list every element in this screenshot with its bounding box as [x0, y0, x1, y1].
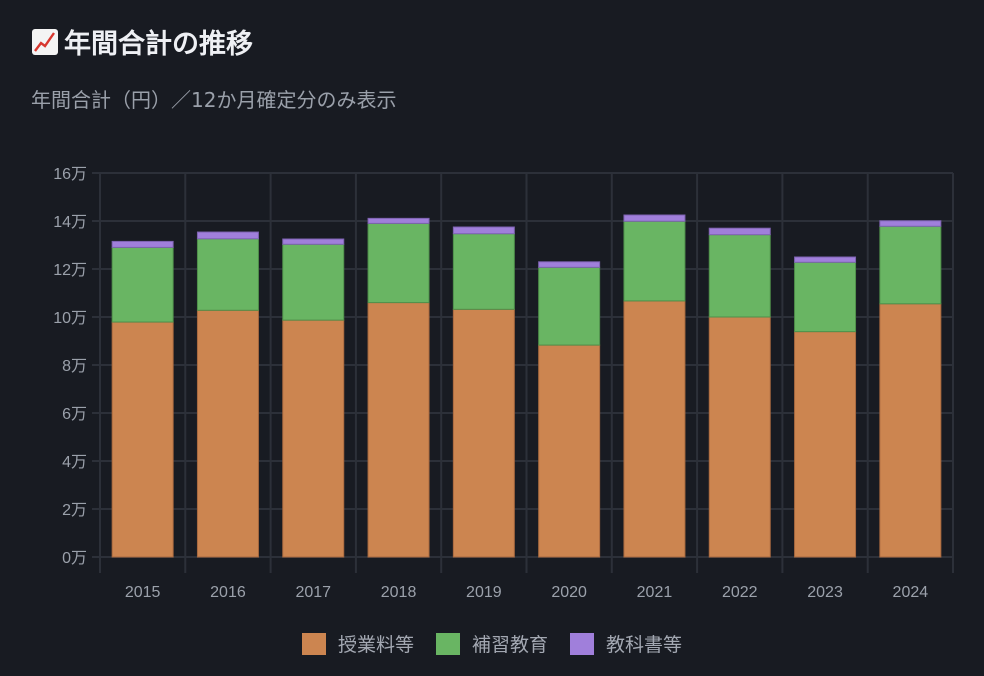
bar-2021-補習教育 — [623, 220, 686, 302]
legend-label: 補習教育 — [471, 634, 548, 656]
y-tick-label: 8万 — [62, 358, 87, 375]
bar-2019-補習教育 — [452, 233, 515, 310]
bar-2016-補習教育 — [196, 238, 259, 311]
bar-2021-授業料等 — [623, 300, 686, 558]
x-tick-label: 2019 — [466, 584, 502, 601]
y-tick-label: 12万 — [53, 262, 87, 279]
bar-2015-授業料等 — [111, 321, 174, 558]
legend-label: 授業料等 — [337, 634, 414, 656]
legend-swatch — [570, 632, 594, 655]
chart-title: 年間合計の推移 — [32, 22, 253, 61]
chart-legend: 授業料等 補習教育 教科書等 — [0, 630, 984, 657]
y-tick-label: 10万 — [53, 310, 87, 327]
y-tick-label: 0万 — [62, 550, 87, 567]
x-tick-label: 2024 — [893, 584, 929, 601]
bar-2019-授業料等 — [452, 308, 515, 558]
bar-2018-補習教育 — [367, 222, 430, 304]
bar-2015-教科書等 — [111, 240, 174, 248]
bar-2023-補習教育 — [794, 261, 857, 333]
bar-2021-教科書等 — [623, 214, 686, 222]
bar-2017-授業料等 — [282, 319, 345, 558]
bar-2024-教科書等 — [879, 220, 942, 227]
y-tick-label: 14万 — [53, 214, 87, 231]
x-tick-label: 2018 — [381, 584, 417, 601]
bar-2023-授業料等 — [794, 331, 857, 558]
y-tick-label: 2万 — [62, 502, 87, 519]
chart-increasing-icon — [32, 28, 58, 55]
chart-title-text: 年間合計の推移 — [64, 29, 253, 60]
bar-2023-教科書等 — [794, 256, 857, 263]
bar-2022-補習教育 — [708, 234, 771, 318]
y-tick-label: 6万 — [62, 406, 87, 423]
x-tick-label: 2021 — [637, 584, 673, 601]
bar-2016-教科書等 — [196, 231, 259, 240]
x-tick-label: 2023 — [807, 584, 843, 601]
bar-2024-授業料等 — [879, 303, 942, 558]
x-tick-label: 2015 — [125, 584, 161, 601]
bar-2018-授業料等 — [367, 302, 430, 558]
bar-2016-授業料等 — [196, 309, 259, 558]
y-tick-label: 4万 — [62, 454, 87, 471]
x-tick-label: 2017 — [295, 584, 331, 601]
y-tick-label: 16万 — [53, 166, 87, 183]
x-tick-label: 2020 — [551, 584, 587, 601]
x-tick-label: 2016 — [210, 584, 246, 601]
bar-2020-授業料等 — [538, 344, 601, 558]
bar-2024-補習教育 — [879, 225, 942, 305]
bar-2017-補習教育 — [282, 243, 345, 321]
chart-subtitle: 年間合計（円）／12か月確定分のみ表示 — [31, 88, 397, 112]
stacked-bar-chart: 0万 2万 4万 6万 8万 10万 12万 14万 16万 2015 2016 2017 2018 20… — [53, 166, 954, 601]
bar-2020-補習教育 — [538, 266, 601, 346]
bar-2017-教科書等 — [282, 238, 345, 245]
legend-label: 教科書等 — [606, 634, 683, 656]
legend-item[interactable]: 授業料等 — [301, 630, 414, 657]
bar-2022-授業料等 — [708, 316, 771, 558]
legend-item[interactable]: 補習教育 — [435, 630, 548, 657]
bar-2020-教科書等 — [538, 261, 601, 268]
legend-swatch — [435, 632, 460, 655]
bar-2022-教科書等 — [708, 227, 771, 236]
legend-item[interactable]: 教科書等 — [570, 630, 682, 657]
legend-swatch — [301, 632, 326, 655]
x-tick-label: 2022 — [722, 584, 758, 601]
bar-2019-教科書等 — [452, 226, 515, 235]
bar-2018-教科書等 — [367, 217, 430, 224]
bar-2015-補習教育 — [111, 246, 174, 323]
